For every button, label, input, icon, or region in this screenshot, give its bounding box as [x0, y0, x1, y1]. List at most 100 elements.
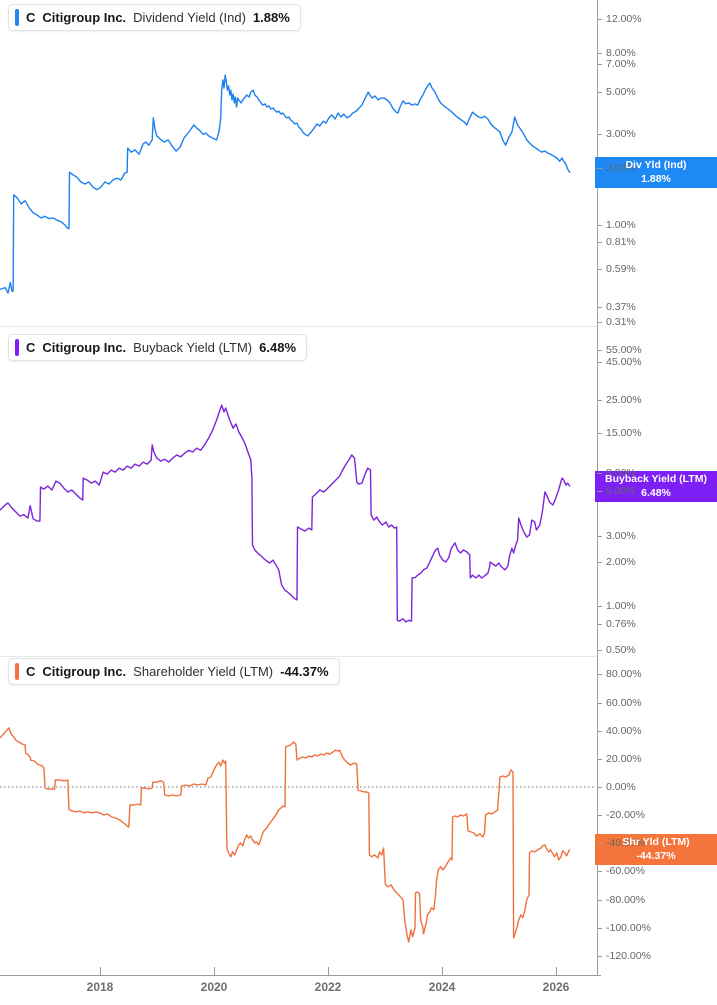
y-axis-tick: 55.00%: [597, 344, 642, 356]
x-axis-label: 2024: [428, 980, 456, 994]
panel-separator: [0, 656, 597, 657]
tick-label: 45.00%: [606, 356, 642, 368]
tick-label: 1.00%: [606, 219, 636, 231]
legend-chip-shareholder-yield[interactable]: C Citigroup Inc. Shareholder Yield (LTM)…: [8, 658, 340, 685]
y-axis-tick: 7.00%: [597, 58, 636, 70]
y-axis-tick: 3.00%: [597, 128, 636, 140]
y-axis-tick: -60.00%: [597, 865, 645, 877]
tick-label: 8.00%: [606, 467, 636, 479]
y-axis-tick: 2.00%: [597, 556, 636, 568]
y-axis-tick: 40.00%: [597, 725, 642, 737]
tick-mark: [597, 63, 602, 65]
tick-label: 2.00%: [606, 556, 636, 568]
tick-label: 2.00%: [606, 162, 636, 174]
y-axis-tick: 45.00%: [597, 356, 642, 368]
legend-chip-dividend-yield[interactable]: C Citigroup Inc. Dividend Yield (Ind) 1.…: [8, 4, 301, 31]
y-axis-tick: -100.00%: [597, 922, 651, 934]
tick-label: 80.00%: [606, 668, 642, 680]
badge-metric-label: Shr Yld (LTM): [622, 835, 690, 848]
tick-label: 40.00%: [606, 725, 642, 737]
y-axis-tick: 8.00%: [597, 47, 636, 59]
tick-mark: [597, 268, 602, 270]
tick-mark: [597, 52, 602, 54]
y-axis-tick: 80.00%: [597, 668, 642, 680]
tick-mark: [597, 842, 602, 844]
y-axis-tick: 8.00%: [597, 467, 636, 479]
tick-label: 55.00%: [606, 344, 642, 356]
tick-label: 8.00%: [606, 47, 636, 59]
y-axis-tick: 2.00%: [597, 162, 636, 174]
tick-mark: [597, 758, 602, 760]
tick-mark: [597, 535, 602, 537]
company-name: Citigroup Inc.: [42, 340, 127, 355]
series-accent-bar: [15, 339, 19, 356]
y-axis-tick: 0.76%: [597, 618, 636, 630]
panel-separator: [0, 326, 597, 327]
badge-metric-value: 6.48%: [641, 486, 671, 499]
tick-mark: [597, 133, 602, 135]
metric-value: -44.37%: [280, 664, 329, 679]
tick-mark: [597, 814, 602, 816]
y-axis-tick: 0.81%: [597, 236, 636, 248]
legend-chip-buyback-yield[interactable]: C Citigroup Inc. Buyback Yield (LTM) 6.4…: [8, 334, 308, 361]
buyback-yield-chart[interactable]: [0, 327, 597, 657]
y-axis-tick: 0.00%: [597, 781, 636, 793]
ticker-symbol: C: [26, 664, 36, 679]
metric-value: 1.88%: [252, 10, 290, 25]
y-axis-tick: 0.37%: [597, 301, 636, 313]
y-axis-tick: 12.00%: [597, 13, 642, 25]
tick-label: 0.31%: [606, 316, 636, 328]
tick-mark: [597, 927, 602, 929]
tick-label: 0.81%: [606, 236, 636, 248]
tick-mark: [597, 432, 602, 434]
tick-mark: [597, 605, 602, 607]
metric-label: Dividend Yield (Ind): [133, 10, 246, 25]
tick-mark: [597, 224, 602, 226]
last-value-badge: [595, 834, 717, 865]
y-axis-tick: -20.00%: [597, 809, 645, 821]
series-accent-bar: [15, 663, 19, 680]
dividend-yield-chart[interactable]: [0, 0, 597, 327]
y-axis-tick: 0.59%: [597, 263, 636, 275]
tick-mark: [597, 349, 602, 351]
tick-mark: [597, 649, 602, 651]
shareholder-yield-chart[interactable]: [0, 657, 597, 975]
tick-label: 20.00%: [606, 753, 642, 765]
y-axis-tick: 0.31%: [597, 316, 636, 328]
tick-label: -100.00%: [606, 922, 651, 934]
x-axis-tick: [556, 967, 557, 975]
ticker-symbol: C: [26, 10, 36, 25]
tick-mark: [597, 786, 602, 788]
x-axis-tick: [100, 967, 101, 975]
tick-label: 6.00%: [606, 485, 636, 497]
tick-label: 25.00%: [606, 394, 642, 406]
tick-label: 60.00%: [606, 697, 642, 709]
y-axis-tick: 25.00%: [597, 394, 642, 406]
metric-label: Buyback Yield (LTM): [133, 340, 253, 355]
tick-mark: [597, 561, 602, 563]
series-line: [0, 74, 571, 294]
tick-mark: [597, 18, 602, 20]
tick-mark: [597, 306, 602, 308]
badge-metric-value: 1.88%: [641, 172, 671, 185]
x-axis-label: 2018: [86, 980, 114, 994]
tick-label: -80.00%: [606, 894, 646, 906]
x-axis-tick: [442, 967, 443, 975]
tick-label: 0.37%: [606, 301, 636, 313]
last-value-badge: [595, 157, 717, 188]
badge-metric-value: -44.37%: [636, 849, 676, 862]
company-name: Citigroup Inc.: [42, 10, 127, 25]
metric-label: Shareholder Yield (LTM): [133, 664, 274, 679]
tick-mark: [597, 702, 602, 704]
tick-label: 12.00%: [606, 13, 642, 25]
tick-label: 7.00%: [606, 58, 636, 70]
tick-mark: [597, 490, 602, 492]
tick-mark: [597, 673, 602, 675]
tick-mark: [597, 472, 602, 474]
tick-label: 3.00%: [606, 128, 636, 140]
tick-mark: [597, 241, 602, 243]
tick-mark: [597, 321, 602, 323]
series-line: [0, 404, 571, 623]
ticker-symbol: C: [26, 340, 36, 355]
